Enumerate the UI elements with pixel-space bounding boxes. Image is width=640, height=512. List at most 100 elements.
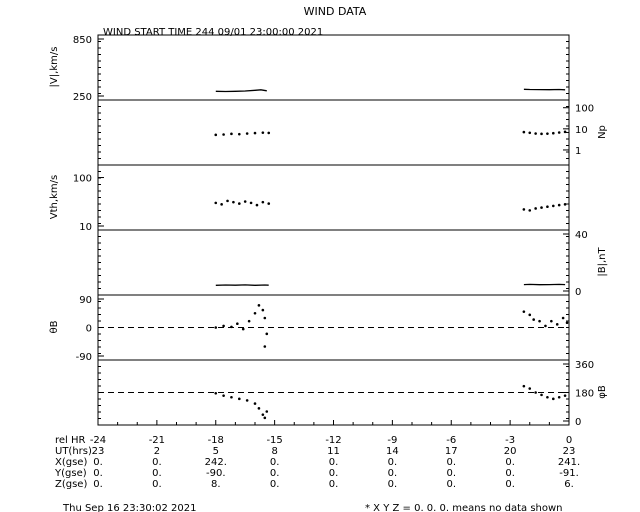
data-point <box>253 402 257 405</box>
row-label: rel HR <box>55 435 86 446</box>
data-point <box>565 321 569 325</box>
data-point <box>253 131 257 135</box>
data-point <box>263 416 267 420</box>
panel-density: 100 10 1 Np <box>97 99 608 166</box>
row-value: -3 <box>505 435 515 446</box>
row-value: 5 <box>213 446 219 457</box>
y-tick-label: 180 <box>575 389 594 400</box>
row-value: 0. <box>446 457 456 468</box>
row-value: -24 <box>90 435 106 446</box>
data-point <box>552 204 555 208</box>
row-value: 0. <box>270 479 280 490</box>
y-tick-label: 100 <box>575 104 594 115</box>
row-label: UT(hrs) <box>55 446 92 457</box>
panel-field: 40 0 |B|,nT <box>97 229 608 298</box>
data-point <box>522 130 526 134</box>
data-point <box>267 131 271 135</box>
row-value: 11 <box>327 446 340 457</box>
data-point <box>253 311 257 315</box>
plot-title: WIND DATA <box>304 5 367 18</box>
row-value: 0. <box>329 457 339 468</box>
row-value: 0. <box>93 479 103 490</box>
row-value: 0. <box>152 479 162 490</box>
row-value: -18 <box>208 435 224 446</box>
data-point <box>245 132 249 135</box>
y-axis-label: |V|,km/s <box>49 47 60 88</box>
data-point <box>247 319 251 323</box>
y-tick-label: 90 <box>79 295 92 306</box>
panel-phi: 360 180 0 φB <box>97 359 608 428</box>
data-point <box>265 332 269 336</box>
row-value: 0. <box>152 457 162 468</box>
data-point <box>552 131 555 135</box>
row-value: 0. <box>329 468 339 479</box>
data-point <box>238 202 241 205</box>
panel-speed: 850 250 |V|,km/s <box>49 34 570 103</box>
y-tick-label: 10 <box>575 125 588 136</box>
row-value: 23 <box>92 446 105 457</box>
data-point <box>538 319 541 323</box>
data-point <box>263 316 267 320</box>
y-tick-label: 0 <box>86 324 92 335</box>
data-point <box>522 310 526 313</box>
panel-frame <box>97 164 570 231</box>
data-point <box>232 200 235 204</box>
data-point <box>544 324 547 328</box>
data-point <box>222 394 225 397</box>
data-point <box>532 318 535 321</box>
data-point <box>249 201 253 205</box>
y-tick-label: 10 <box>79 222 92 233</box>
data-point <box>561 316 565 320</box>
data-point <box>265 410 269 413</box>
data-point <box>214 201 218 205</box>
y-tick-label: 250 <box>73 92 92 103</box>
data-point <box>540 393 543 397</box>
series-line <box>523 88 566 91</box>
data-point <box>261 308 265 312</box>
data-point <box>222 324 225 328</box>
data-point <box>557 203 561 207</box>
data-point <box>552 397 555 401</box>
y-axis-label: θB <box>49 320 60 333</box>
row-value: 0. <box>93 457 103 468</box>
y-tick-label: 850 <box>73 35 92 46</box>
row-label: Y(gse) <box>54 468 87 479</box>
data-point <box>243 200 247 203</box>
row-value: 14 <box>386 446 399 457</box>
row-label: Z(gse) <box>55 479 87 490</box>
row-value: 242. <box>205 457 227 468</box>
y-tick-label: 40 <box>575 230 588 241</box>
data-point <box>230 395 233 399</box>
data-point <box>214 133 218 137</box>
data-point <box>563 394 567 397</box>
row-value: 23 <box>563 446 576 457</box>
data-point <box>214 391 218 395</box>
data-point <box>238 132 241 136</box>
data-point <box>236 322 239 326</box>
row-value: 0. <box>152 468 162 479</box>
y-tick-label: -90 <box>76 352 92 363</box>
data-point <box>534 207 537 210</box>
data-point <box>557 131 561 134</box>
row-value: -9 <box>387 435 397 446</box>
y-tick-label: 0 <box>575 287 581 298</box>
y-tick-label: 100 <box>73 174 92 185</box>
data-point <box>220 203 223 206</box>
row-value: -21 <box>149 435 165 446</box>
data-point <box>528 209 532 212</box>
row-label: X(gse) <box>55 457 87 468</box>
y-axis-label: φB <box>597 385 608 399</box>
row-value: 8 <box>271 446 277 457</box>
panel-frame <box>97 34 570 101</box>
data-point <box>222 133 225 136</box>
data-point <box>557 395 561 399</box>
y-tick-label: 0 <box>575 417 581 428</box>
y-axis-label: |B|,nT <box>597 247 608 277</box>
panels: 850250|V|,km/s100101Np10010Vth,km/s400|B… <box>49 34 608 428</box>
data-point <box>563 130 567 134</box>
row-value: 20 <box>504 446 517 457</box>
y-axis-label: Np <box>597 125 608 139</box>
panel-thermal: 100 10 Vth,km/s <box>49 164 570 233</box>
data-point <box>546 205 549 209</box>
